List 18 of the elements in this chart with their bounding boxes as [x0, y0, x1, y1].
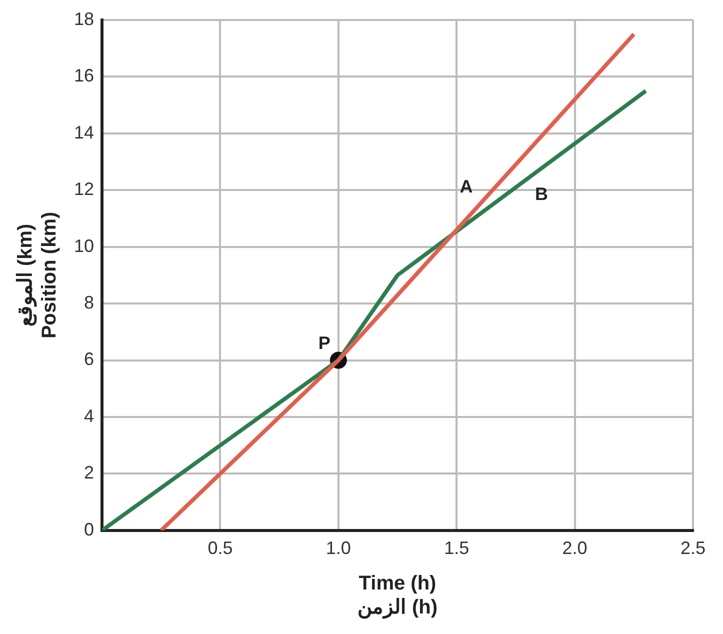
y-tick-label: 0 — [84, 519, 94, 540]
y-tick-label: 18 — [74, 8, 94, 29]
y-tick-label: 4 — [84, 406, 94, 426]
annotation: A — [460, 176, 473, 197]
y-tick-label: 8 — [84, 292, 94, 313]
x-tick-label: 1.0 — [326, 538, 351, 558]
y-tick-label: 16 — [74, 66, 94, 86]
y-tick-label: 6 — [84, 349, 94, 370]
x-tick-label: 2.5 — [680, 538, 706, 558]
x-tick-label: 0.5 — [208, 538, 233, 558]
y-tick-label: 10 — [74, 236, 94, 256]
y-tick-label: 2 — [84, 462, 94, 483]
y-tick-label: 14 — [74, 122, 94, 142]
x-tick-label: 2.0 — [562, 538, 588, 558]
annotation: P — [318, 333, 330, 354]
annotation: B — [535, 184, 548, 204]
y-tick-label: 12 — [74, 179, 94, 200]
x-tick-label: 1.5 — [444, 538, 470, 558]
